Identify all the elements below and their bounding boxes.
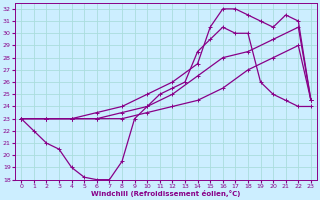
X-axis label: Windchill (Refroidissement éolien,°C): Windchill (Refroidissement éolien,°C) — [92, 190, 241, 197]
